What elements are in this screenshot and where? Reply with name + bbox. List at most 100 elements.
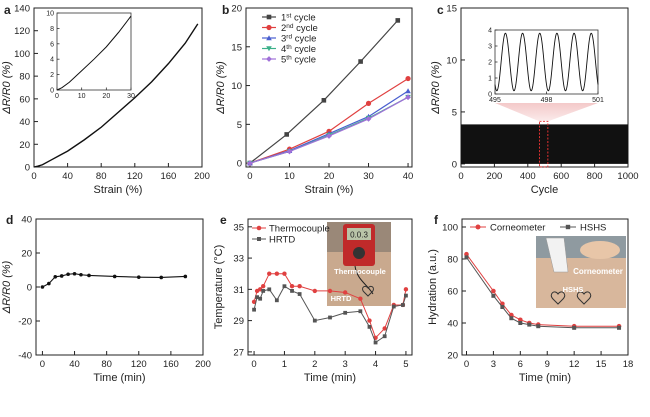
x-tick-label: 200	[486, 171, 502, 182]
data-point	[257, 287, 263, 292]
data-point	[500, 305, 505, 309]
multimeter-dial	[353, 247, 365, 259]
inset-y-tick-label: 3	[488, 44, 492, 51]
data-point	[403, 287, 409, 292]
inset-label-corneometer: Corneometer	[573, 267, 623, 276]
inset-y-tick-label: 1	[488, 76, 492, 83]
legend-ordinal: 1	[281, 13, 286, 24]
legend-superscript: th	[286, 54, 292, 61]
legend-entry-label: 2nd cycle	[281, 23, 318, 35]
data-point	[112, 274, 117, 279]
data-point	[358, 59, 363, 64]
data-point	[527, 322, 532, 327]
data-point	[47, 281, 51, 286]
y-tick-label: 60	[447, 287, 458, 298]
multimeter-screen	[347, 228, 371, 240]
data-point	[261, 289, 266, 293]
data-point	[183, 274, 188, 279]
legend-entry-label: 1st cycle	[281, 12, 316, 24]
data-point	[358, 309, 363, 314]
data-point	[266, 46, 272, 52]
inset-y-tick-label: 8	[50, 26, 54, 33]
data-point	[282, 284, 287, 289]
data-point	[365, 116, 372, 122]
sensor-heart-icon	[362, 285, 374, 297]
x-tick-label: 80	[96, 171, 107, 182]
y-tick-label: 5	[237, 120, 242, 131]
y-axis-title: Hydration (a.u.)	[427, 249, 439, 325]
probe-wire	[354, 265, 374, 295]
x-tick-label: 20	[324, 171, 335, 182]
data-point	[284, 132, 290, 137]
y-tick-label: 33	[233, 254, 244, 265]
data-point	[391, 304, 396, 309]
data-point	[297, 292, 302, 296]
data-point	[367, 324, 372, 329]
legend-superscript: rd	[286, 33, 292, 40]
data-point	[159, 275, 164, 280]
series-line	[249, 78, 409, 164]
data-point	[53, 275, 58, 279]
multimeter-reading: 0.0.3	[350, 231, 368, 240]
panel-letter: a	[4, 3, 11, 17]
inset-y-tick-label: 10	[46, 11, 54, 18]
legend-suffix: cycle	[292, 44, 316, 55]
x-axis-title: Time (min)	[519, 372, 571, 384]
legend-entry-label: 5th cycle	[281, 54, 316, 66]
data-point	[267, 271, 272, 276]
plot-frame	[247, 218, 413, 356]
data-point	[343, 310, 348, 315]
inset-frame	[56, 12, 132, 91]
panel-letter: b	[222, 3, 229, 17]
inset-y-tick-label: 4	[488, 28, 492, 35]
y-tick-label: -20	[18, 317, 32, 328]
data-point	[247, 160, 253, 167]
data-point	[87, 273, 91, 278]
y-tick-label: 20	[231, 4, 242, 15]
data-point	[289, 284, 295, 289]
data-point	[358, 296, 363, 301]
data-point	[282, 271, 287, 276]
data-point	[266, 56, 272, 62]
x-tick-label: 400	[520, 171, 536, 182]
plot-frame	[35, 218, 204, 356]
inset-y-tick-label: 0	[50, 88, 54, 95]
y-tick-label: 80	[19, 72, 30, 83]
data-point	[260, 284, 266, 289]
x-tick-label: 15	[596, 359, 607, 370]
legend-entry-label: HSHS	[580, 223, 606, 234]
inset-label-hshs: HSHS	[563, 285, 584, 294]
cycle-band	[461, 124, 628, 164]
inset-x-tick-label: 0	[55, 93, 59, 100]
x-tick-label: 4	[373, 359, 378, 370]
x-axis-title: Strain (%)	[94, 184, 143, 196]
data-point	[404, 293, 408, 298]
data-point	[327, 288, 333, 294]
inset-signal-line	[494, 32, 599, 92]
x-axis-title: Time (min)	[93, 372, 145, 384]
data-point	[258, 296, 263, 301]
y-tick-label: 0	[25, 163, 30, 174]
y-tick-label: 40	[19, 117, 30, 128]
y-axis-title: ΔR/R0 (%)	[430, 61, 442, 115]
data-point	[326, 133, 332, 139]
y-axis-title: ΔR/R0 (%)	[215, 61, 227, 115]
y-tick-label: 5	[452, 107, 457, 118]
sensor-heart-icon	[550, 291, 566, 305]
x-tick-label: 120	[131, 359, 147, 370]
inset-y-tick-label: 2	[50, 72, 54, 79]
x-tick-label: 160	[163, 359, 179, 370]
panel-letter: c	[437, 3, 444, 17]
data-point	[255, 295, 260, 300]
data-point	[509, 316, 514, 321]
data-point	[312, 288, 318, 294]
x-tick-label: 6	[518, 359, 523, 370]
data-point	[536, 324, 541, 329]
x-axis-title: Strain (%)	[305, 184, 354, 196]
inset-label-hrtd: HRTD	[331, 294, 352, 303]
x-tick-label: 600	[553, 171, 569, 182]
plot-frame	[33, 7, 203, 168]
x-axis-title: Cycle	[531, 184, 559, 196]
y-tick-label: 27	[233, 347, 244, 358]
